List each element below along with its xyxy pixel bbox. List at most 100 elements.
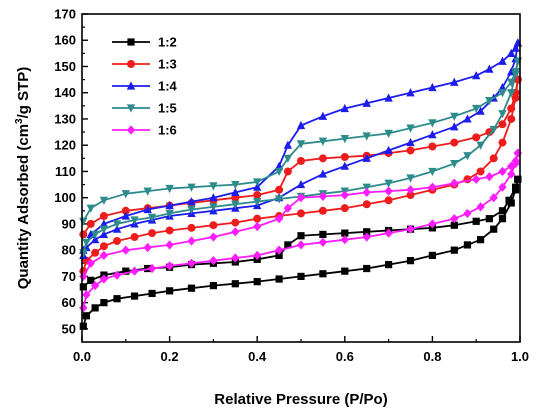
adsorption-point xyxy=(209,221,218,230)
adsorption-point xyxy=(231,253,240,263)
desorption-point xyxy=(99,212,108,221)
legend-marker xyxy=(126,81,136,90)
desorption-point xyxy=(165,200,174,210)
desorption-point xyxy=(406,124,415,133)
adsorption-point xyxy=(476,106,485,115)
desorption-point xyxy=(121,206,130,215)
adsorption-point xyxy=(384,228,393,238)
adsorption-point xyxy=(90,230,100,240)
adsorption-point xyxy=(489,125,498,135)
desorption-point xyxy=(275,185,284,194)
desorption-point xyxy=(498,166,507,177)
desorption-point xyxy=(514,175,522,183)
desorption-point xyxy=(79,271,88,281)
desorption-point xyxy=(472,174,481,184)
desorption-point xyxy=(472,133,481,142)
adsorption-point xyxy=(476,167,485,176)
adsorption-point xyxy=(507,114,516,123)
adsorption-point xyxy=(384,145,393,155)
desorption-point xyxy=(253,221,262,232)
x-tick-label: 0.4 xyxy=(248,349,267,364)
desorption-point xyxy=(406,185,415,195)
adsorption-point xyxy=(476,141,485,150)
legend-marker xyxy=(127,60,135,68)
desorption-point xyxy=(450,221,458,229)
adsorption-point xyxy=(428,130,437,139)
adsorption-point xyxy=(90,280,100,291)
adsorption-point xyxy=(296,240,306,250)
desorption-point xyxy=(485,172,494,182)
desorption-point xyxy=(165,184,174,194)
desorption-point xyxy=(485,64,494,73)
adsorption-point xyxy=(274,245,284,255)
adsorption-line xyxy=(82,61,519,254)
adsorption-point xyxy=(340,235,349,245)
desorption-point xyxy=(99,196,109,205)
legend-label: 1:6 xyxy=(158,123,177,138)
desorption-point xyxy=(86,204,95,213)
adsorption-point xyxy=(165,261,174,271)
adsorption-point xyxy=(147,213,157,222)
adsorption-point xyxy=(90,235,100,244)
adsorption-point xyxy=(428,167,437,177)
desorption-point xyxy=(485,215,493,223)
desorption-point xyxy=(143,242,152,253)
y-axis-title-main: Quantity Adsorbed (cm xyxy=(15,124,32,289)
adsorption-point xyxy=(253,250,262,261)
desorption-point xyxy=(362,187,371,198)
desorption-point xyxy=(187,183,196,192)
x-axis-title: Relative Pressure (P/Po) xyxy=(214,391,387,408)
adsorption-line xyxy=(82,79,519,272)
adsorption-point xyxy=(100,299,108,307)
desorption-point xyxy=(275,251,283,260)
desorption-point xyxy=(498,120,507,129)
desorption-point xyxy=(253,191,262,200)
desorption-point xyxy=(79,283,87,291)
desorption-point xyxy=(511,156,520,166)
adsorption-point xyxy=(463,241,472,249)
adsorption-point xyxy=(406,191,415,200)
adsorption-point xyxy=(113,236,122,245)
adsorption-point xyxy=(498,182,507,192)
desorption-point xyxy=(507,161,516,171)
desorption-line xyxy=(82,61,519,222)
legend-label: 1:4 xyxy=(158,79,178,94)
adsorption-point xyxy=(166,287,174,295)
desorption-point xyxy=(472,104,481,114)
desorption-point xyxy=(384,93,393,102)
adsorption-point xyxy=(490,225,498,233)
desorption-point xyxy=(79,230,88,239)
desorption-point xyxy=(121,211,130,220)
desorption-point xyxy=(511,43,520,52)
desorption-point xyxy=(296,140,306,149)
y-tick-label: 130 xyxy=(54,111,76,126)
adsorption-point xyxy=(187,258,196,268)
adsorption-point xyxy=(275,275,283,283)
legend: 1:2 1:3 1:4 1:5 1:6 xyxy=(112,35,178,138)
adsorption-point xyxy=(318,237,328,247)
legend-label: 1:5 xyxy=(158,101,177,116)
desorption-point xyxy=(231,180,240,190)
desorption-point xyxy=(362,98,371,107)
adsorption-point xyxy=(297,272,305,280)
adsorption-point xyxy=(91,304,99,312)
desorption-point xyxy=(187,197,196,206)
adsorption-point xyxy=(112,224,122,233)
adsorption-point xyxy=(231,280,239,288)
adsorption-point xyxy=(363,264,371,273)
desorption-point xyxy=(428,119,437,128)
adsorption-point xyxy=(130,292,139,300)
adsorption-point xyxy=(253,198,262,207)
series-1-6 xyxy=(79,148,523,313)
adsorption-point xyxy=(362,200,371,209)
adsorption-point xyxy=(341,267,349,275)
adsorption-point xyxy=(489,154,498,163)
desorption-point xyxy=(498,207,507,215)
y-tick-label: 50 xyxy=(62,321,76,336)
desorption-point xyxy=(472,71,481,80)
y-tick-label: 80 xyxy=(62,243,76,258)
adsorption-point xyxy=(498,215,507,223)
desorption-point xyxy=(450,112,459,121)
x-tick-label: 0.8 xyxy=(423,349,441,364)
adsorption-point xyxy=(148,289,156,298)
